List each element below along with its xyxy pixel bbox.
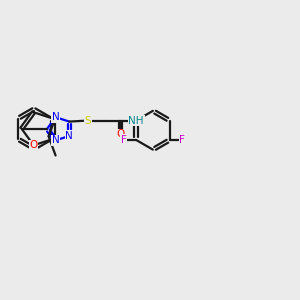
Text: F: F [179,135,185,145]
Text: N: N [52,135,59,146]
Text: O: O [29,140,38,150]
Text: O: O [116,129,124,140]
Text: S: S [84,116,91,126]
Text: NH: NH [128,116,144,126]
Text: N: N [65,131,73,141]
Text: N: N [52,112,59,122]
Text: F: F [121,135,127,145]
